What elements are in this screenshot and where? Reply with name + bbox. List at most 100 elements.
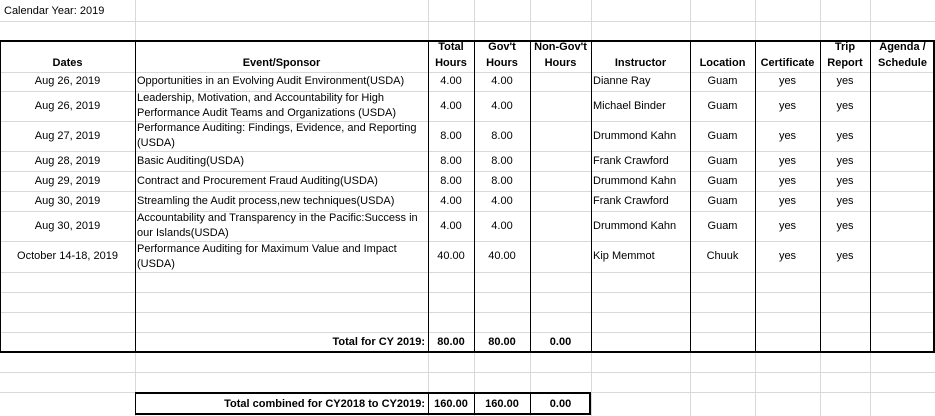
row-agenda-schedule bbox=[870, 91, 935, 121]
table-column-border bbox=[474, 40, 475, 353]
row-total-hours: 4.00 bbox=[440, 194, 462, 207]
row-total-hours: 8.00 bbox=[440, 129, 462, 142]
gridline-horizontal bbox=[0, 272, 935, 273]
row-date: October 14-18, 2019 bbox=[17, 250, 118, 262]
header-trip-report-line1: Trip bbox=[834, 41, 856, 53]
row-trip-report: yes bbox=[836, 75, 854, 87]
gridline-horizontal bbox=[0, 121, 935, 122]
header-total-hours-line2: Hours bbox=[435, 57, 467, 69]
row-instructor: Frank Crawford bbox=[593, 154, 669, 167]
gridline-horizontal bbox=[0, 292, 935, 293]
combined-box-column-border bbox=[474, 392, 475, 415]
row-trip-report: yes bbox=[836, 219, 854, 232]
row-certificate: yes bbox=[778, 129, 797, 142]
row-instructor: Dianne Ray bbox=[593, 75, 651, 87]
row-certificate: yes bbox=[778, 154, 797, 167]
combined-box-bottom-border bbox=[135, 413, 591, 415]
row-date: Aug 30, 2019 bbox=[34, 219, 101, 232]
row-date: Aug 30, 2019 bbox=[34, 194, 101, 207]
row-gov-hours: 8.00 bbox=[491, 154, 513, 167]
row-agenda-schedule bbox=[870, 191, 935, 211]
row-date: Aug 26, 2019 bbox=[34, 99, 101, 112]
table-column-border bbox=[530, 40, 531, 353]
header-non-gov-hours-line1: Non-Gov't bbox=[534, 41, 587, 53]
row-location: Guam bbox=[707, 174, 738, 187]
row-event: Contract and Procurement Fraud Auditing(… bbox=[137, 174, 378, 187]
table-column-border bbox=[690, 40, 691, 353]
gridline-horizontal bbox=[0, 91, 935, 92]
total-cy-non-gov-hours: 0.00 bbox=[549, 335, 572, 348]
row-non-gov-hours bbox=[530, 171, 591, 191]
row-total-hours: 4.00 bbox=[440, 219, 462, 232]
row-event: Basic Auditing(USDA) bbox=[137, 154, 244, 167]
row-certificate: yes bbox=[778, 99, 797, 112]
total-combined-label: Total combined for CY2018 to CY2019: bbox=[224, 397, 425, 410]
header-location: Location bbox=[699, 57, 746, 69]
row-total-hours: 40.00 bbox=[437, 250, 465, 262]
row-date: Aug 29, 2019 bbox=[34, 174, 101, 187]
combined-box-column-border bbox=[589, 392, 591, 415]
combined-box-top-border bbox=[135, 392, 591, 394]
table-column-border bbox=[933, 40, 935, 353]
row-non-gov-hours bbox=[530, 121, 591, 151]
gridline-horizontal bbox=[0, 372, 935, 373]
row-instructor: Drummond Kahn bbox=[593, 219, 677, 232]
row-gov-hours: 4.00 bbox=[491, 99, 513, 112]
row-certificate: yes bbox=[778, 219, 797, 232]
row-location: Guam bbox=[707, 129, 738, 142]
table-top-border bbox=[0, 40, 935, 42]
row-instructor: Michael Binder bbox=[593, 99, 666, 112]
combined-box-column-border bbox=[428, 392, 429, 415]
table-column-border bbox=[0, 40, 1, 353]
row-certificate: yes bbox=[778, 174, 797, 187]
row-location: Chuuk bbox=[706, 250, 739, 262]
row-gov-hours: 4.00 bbox=[491, 75, 513, 87]
gridline-horizontal bbox=[0, 151, 935, 152]
row-event: Performance Auditing: Findings, Evidence… bbox=[137, 122, 417, 149]
row-gov-hours: 4.00 bbox=[491, 194, 513, 207]
row-gov-hours: 4.00 bbox=[491, 219, 513, 232]
header-agenda-schedule-line1: Agenda / bbox=[879, 41, 926, 53]
row-agenda-schedule bbox=[870, 151, 935, 171]
row-location: Guam bbox=[707, 99, 738, 112]
row-instructor: Drummond Kahn bbox=[593, 129, 677, 142]
row-trip-report: yes bbox=[836, 250, 854, 262]
row-location: Guam bbox=[707, 75, 738, 87]
row-agenda-schedule bbox=[870, 241, 935, 272]
row-agenda-schedule bbox=[870, 211, 935, 241]
table-column-border bbox=[755, 40, 756, 353]
gridline-horizontal bbox=[0, 72, 935, 73]
header-event-sponsor: Event/Sponsor bbox=[242, 57, 321, 69]
row-non-gov-hours bbox=[530, 72, 591, 91]
row-trip-report: yes bbox=[836, 174, 854, 187]
gridline-horizontal bbox=[0, 171, 935, 172]
combined-box-column-border bbox=[530, 392, 531, 415]
header-gov-hours-line1: Gov't bbox=[488, 41, 516, 53]
total-combined-gov-hours: 160.00 bbox=[485, 397, 519, 410]
header-instructor: Instructor bbox=[614, 57, 667, 69]
row-date: Aug 28, 2019 bbox=[34, 154, 101, 167]
row-total-hours: 4.00 bbox=[440, 75, 462, 87]
table-column-border bbox=[870, 40, 871, 353]
gridline-horizontal bbox=[0, 211, 935, 212]
combined-box-column-border bbox=[135, 392, 136, 415]
calendar-year-label: Calendar Year: 2019 bbox=[4, 5, 105, 17]
row-non-gov-hours bbox=[530, 211, 591, 241]
header-gov-hours-line2: Hours bbox=[486, 57, 518, 69]
row-instructor: Drummond Kahn bbox=[593, 174, 677, 187]
header-total-hours-line1: Total bbox=[438, 41, 464, 53]
table-column-border bbox=[591, 40, 592, 353]
row-non-gov-hours bbox=[530, 241, 591, 272]
row-instructor: Kip Memmot bbox=[593, 250, 655, 262]
row-certificate: yes bbox=[778, 194, 797, 207]
header-non-gov-hours-line2: Hours bbox=[544, 57, 577, 69]
row-gov-hours: 8.00 bbox=[491, 174, 513, 187]
row-gov-hours: 40.00 bbox=[488, 250, 516, 262]
row-non-gov-hours bbox=[530, 191, 591, 211]
row-instructor: Frank Crawford bbox=[593, 194, 669, 207]
gridline-horizontal bbox=[0, 21, 935, 22]
row-location: Guam bbox=[707, 154, 738, 167]
total-combined-total-hours: 160.00 bbox=[434, 397, 468, 410]
row-trip-report: yes bbox=[836, 154, 854, 167]
